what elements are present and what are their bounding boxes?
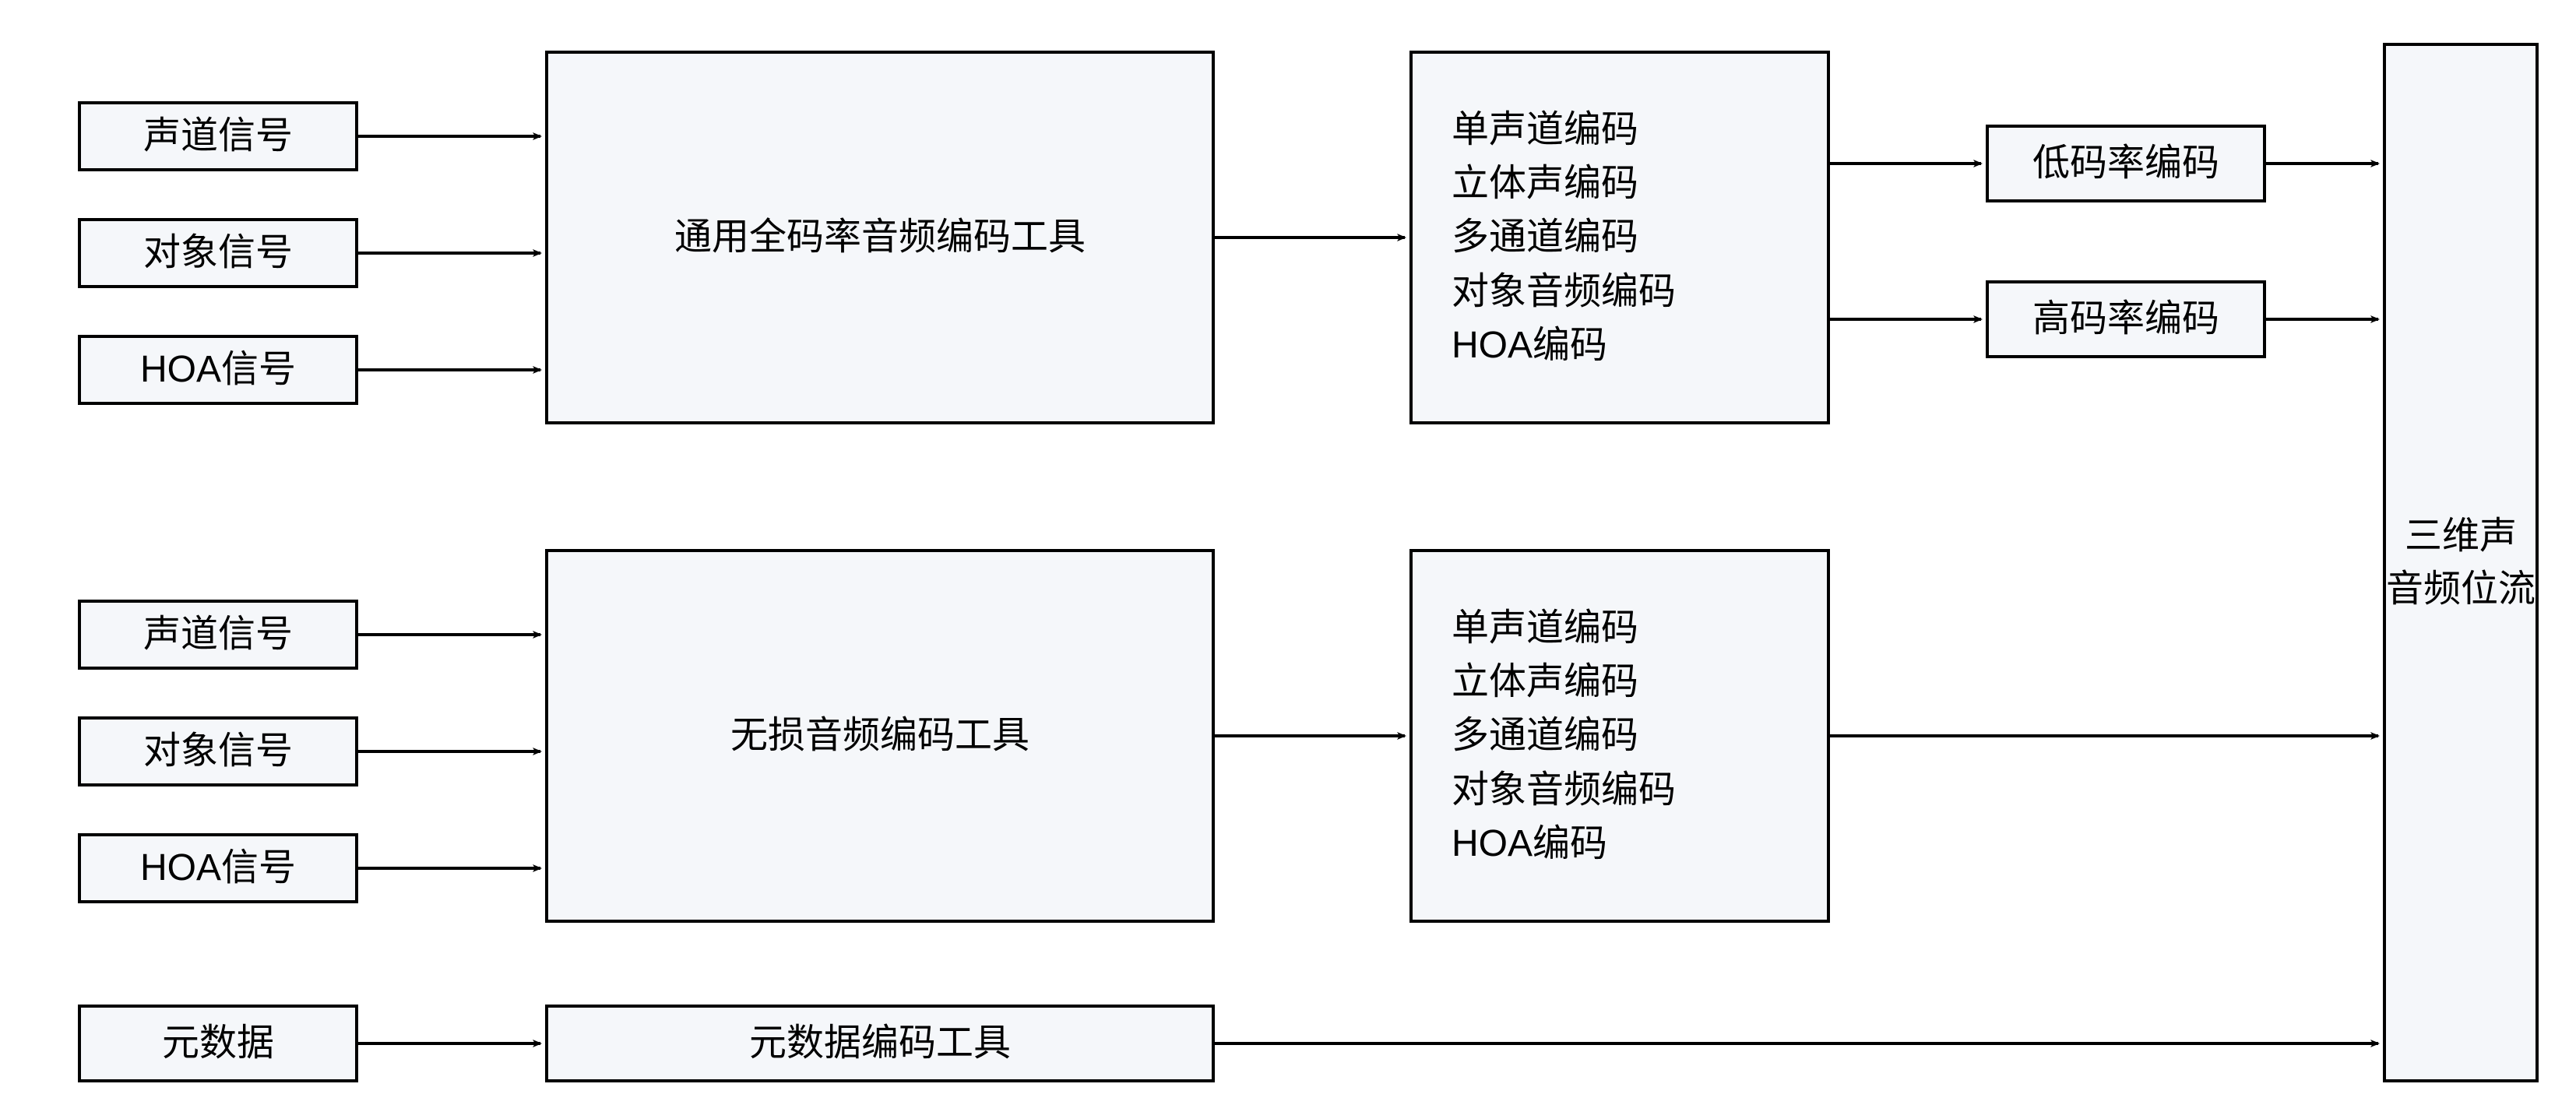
node-tool-c: 元数据编码工具 — [545, 1005, 1215, 1082]
label: 三维声 音频位流 — [2386, 510, 2536, 614]
node-rate-high: 高码率编码 — [1986, 280, 2266, 358]
list-item: 对象音频编码 — [1452, 764, 1676, 816]
list-items: 单声道编码 立体声编码 多通道编码 对象音频编码 HOA编码 — [1452, 602, 1676, 870]
label: 低码率编码 — [2032, 137, 2219, 189]
node-in-a1: 声道信号 — [78, 101, 358, 171]
node-in-c: 元数据 — [78, 1005, 358, 1082]
node-rate-low: 低码率编码 — [1986, 125, 2266, 202]
node-in-a2: 对象信号 — [78, 218, 358, 288]
list-item: 立体声编码 — [1452, 157, 1676, 209]
node-tool-b: 无损音频编码工具 — [545, 549, 1215, 923]
label: 高码率编码 — [2032, 293, 2219, 345]
label: 无损音频编码工具 — [730, 709, 1029, 762]
label: 声道信号 — [143, 608, 293, 660]
node-out: 三维声 音频位流 — [2383, 43, 2539, 1082]
node-in-b1: 声道信号 — [78, 600, 358, 670]
label: 声道信号 — [143, 110, 293, 162]
label: HOA信号 — [140, 343, 296, 396]
label: 通用全码率音频编码工具 — [674, 211, 1086, 263]
node-list-b: 单声道编码 立体声编码 多通道编码 对象音频编码 HOA编码 — [1409, 549, 1830, 923]
list-item: HOA编码 — [1452, 818, 1676, 870]
label: 元数据 — [162, 1017, 274, 1069]
node-in-b3: HOA信号 — [78, 833, 358, 903]
label: HOA信号 — [140, 842, 296, 894]
list-items: 单声道编码 立体声编码 多通道编码 对象音频编码 HOA编码 — [1452, 104, 1676, 371]
node-in-a3: HOA信号 — [78, 335, 358, 405]
list-item: 单声道编码 — [1452, 602, 1676, 654]
list-item: 多通道编码 — [1452, 211, 1676, 263]
label: 对象信号 — [143, 725, 293, 777]
list-item: HOA编码 — [1452, 319, 1676, 371]
label: 元数据编码工具 — [749, 1017, 1011, 1069]
node-in-b2: 对象信号 — [78, 716, 358, 786]
list-item: 多通道编码 — [1452, 709, 1676, 762]
list-item: 单声道编码 — [1452, 104, 1676, 156]
label: 对象信号 — [143, 227, 293, 279]
list-item: 对象音频编码 — [1452, 266, 1676, 318]
node-list-a: 单声道编码 立体声编码 多通道编码 对象音频编码 HOA编码 — [1409, 51, 1830, 424]
node-tool-a: 通用全码率音频编码工具 — [545, 51, 1215, 424]
list-item: 立体声编码 — [1452, 656, 1676, 708]
